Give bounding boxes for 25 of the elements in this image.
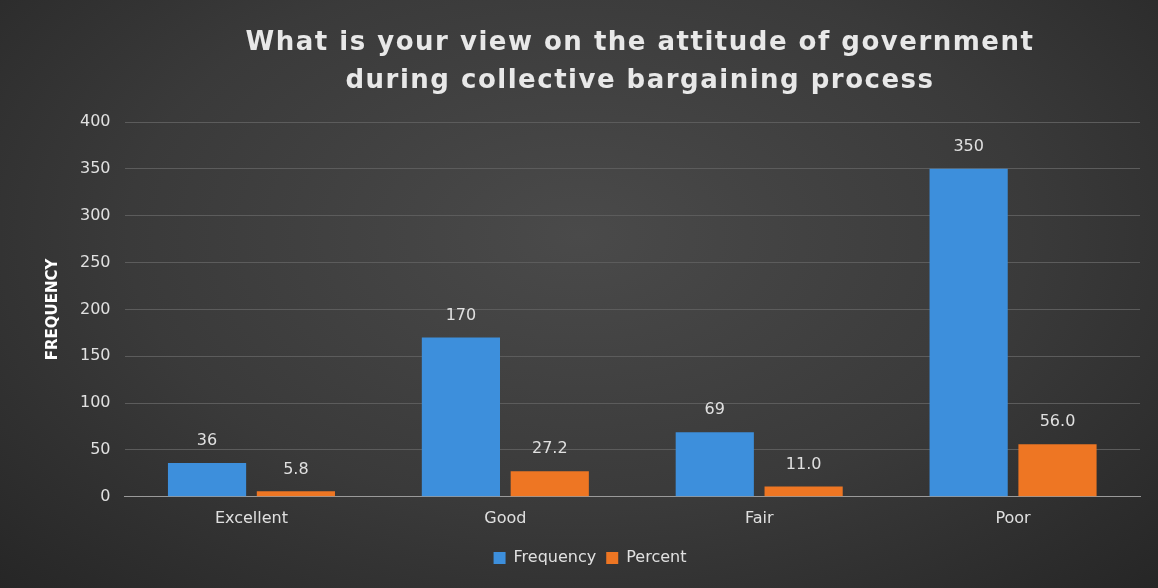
data-label: 69 bbox=[704, 399, 725, 419]
data-label: 11.0 bbox=[785, 453, 822, 473]
data-label: 350 bbox=[953, 136, 984, 156]
x-tick-label: Excellent bbox=[214, 507, 289, 527]
data-label: 5.8 bbox=[283, 458, 309, 478]
data-label: 27.2 bbox=[531, 438, 568, 458]
y-tick-label: 350 bbox=[79, 158, 111, 178]
x-tick-label: Fair bbox=[744, 507, 774, 527]
x-tick-label: Good bbox=[484, 507, 527, 527]
y-axis-title: FREQUENCY bbox=[42, 257, 61, 361]
y-tick-label: 150 bbox=[79, 345, 111, 365]
legend-label: Percent bbox=[626, 547, 687, 567]
x-tick-label: Poor bbox=[995, 507, 1032, 527]
y-tick-label: 100 bbox=[79, 392, 111, 412]
y-tick-label: 50 bbox=[90, 439, 111, 459]
y-tick-label: 400 bbox=[79, 111, 111, 131]
chart-title: What is your view on the attitude of government during collective bargaining process bbox=[244, 25, 1036, 96]
y-tick-label: 0 bbox=[100, 485, 111, 505]
data-label: 36 bbox=[196, 430, 218, 450]
y-tick-label: 200 bbox=[79, 298, 111, 318]
data-label: 56.0 bbox=[1039, 411, 1076, 431]
y-tick-label: 250 bbox=[79, 251, 111, 271]
data-label: 170 bbox=[445, 304, 477, 324]
y-tick-label: 300 bbox=[79, 204, 111, 224]
legend-label: Frequency bbox=[513, 547, 597, 567]
